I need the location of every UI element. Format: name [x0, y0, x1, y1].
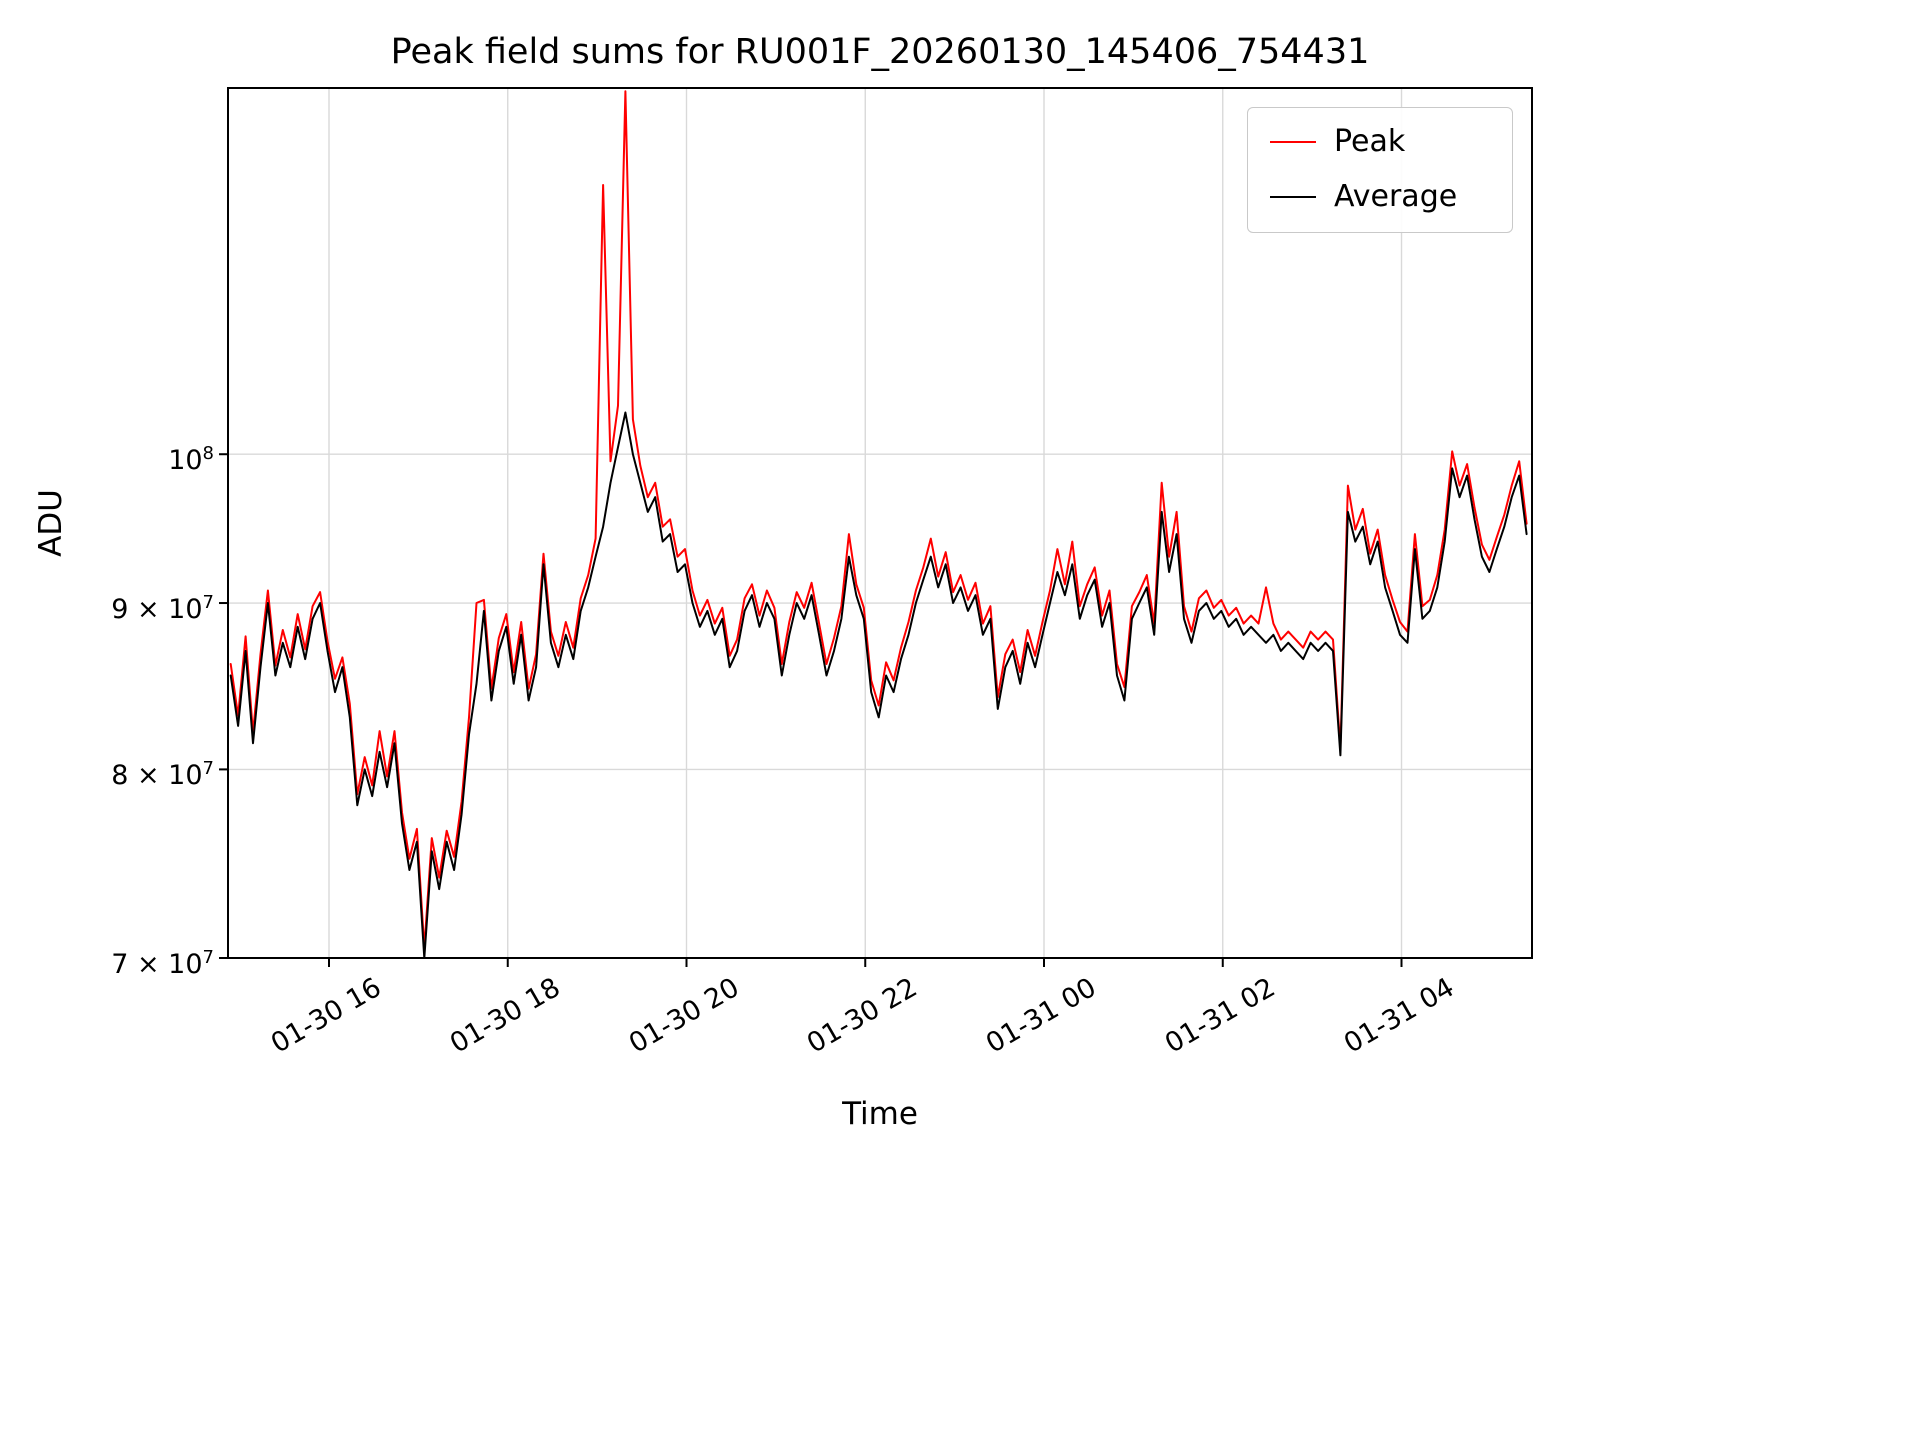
- y-tick-label: 8 × 107: [111, 758, 214, 792]
- tick-marks: [219, 453, 1403, 967]
- y-tick-label: 9 × 107: [111, 592, 214, 626]
- series-peak: [229, 90, 1528, 949]
- y-tick-label: 108: [168, 443, 214, 477]
- plot-border: [227, 87, 1533, 959]
- chart-title: Peak field sums for RU001F_20260130_1454…: [390, 32, 1370, 72]
- legend-entry-peak: Peak: [1248, 114, 1512, 169]
- peak-line-swatch: [1270, 140, 1316, 143]
- average-line-swatch: [1270, 195, 1316, 198]
- legend-label-peak: Peak: [1334, 124, 1406, 159]
- y-tick-label: 7 × 107: [111, 947, 214, 980]
- x-axis-label: Time: [842, 1096, 918, 1132]
- legend: Peak Average: [1247, 107, 1513, 233]
- series-average: [229, 411, 1528, 959]
- legend-label-average: Average: [1334, 179, 1458, 214]
- legend-entry-average: Average: [1248, 169, 1512, 224]
